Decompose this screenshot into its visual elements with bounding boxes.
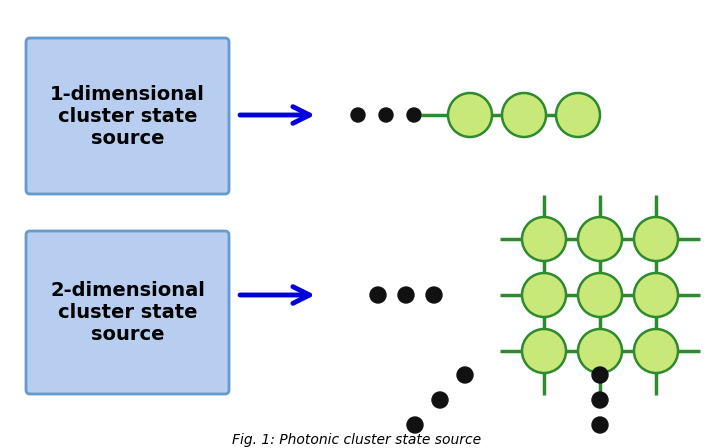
Text: Fig. 1: Photonic cluster state source: Fig. 1: Photonic cluster state source <box>232 433 482 447</box>
FancyBboxPatch shape <box>26 231 229 394</box>
Circle shape <box>522 217 566 261</box>
Text: 1-dimensional
cluster state
source: 1-dimensional cluster state source <box>50 85 205 147</box>
Circle shape <box>432 392 448 408</box>
Text: 2-dimensional
cluster state
source: 2-dimensional cluster state source <box>50 281 205 344</box>
Circle shape <box>502 93 546 137</box>
Circle shape <box>634 273 678 317</box>
Circle shape <box>457 367 473 383</box>
Circle shape <box>578 329 622 373</box>
Circle shape <box>398 287 414 303</box>
Circle shape <box>592 417 608 433</box>
Circle shape <box>426 287 442 303</box>
Circle shape <box>448 93 492 137</box>
Circle shape <box>578 273 622 317</box>
Circle shape <box>522 273 566 317</box>
FancyBboxPatch shape <box>26 38 229 194</box>
Circle shape <box>407 108 421 122</box>
Circle shape <box>634 217 678 261</box>
Circle shape <box>592 367 608 383</box>
Circle shape <box>379 108 393 122</box>
Circle shape <box>578 217 622 261</box>
Circle shape <box>370 287 386 303</box>
Circle shape <box>522 329 566 373</box>
Circle shape <box>556 93 600 137</box>
Circle shape <box>351 108 365 122</box>
Circle shape <box>592 392 608 408</box>
Circle shape <box>634 329 678 373</box>
Circle shape <box>407 417 423 433</box>
